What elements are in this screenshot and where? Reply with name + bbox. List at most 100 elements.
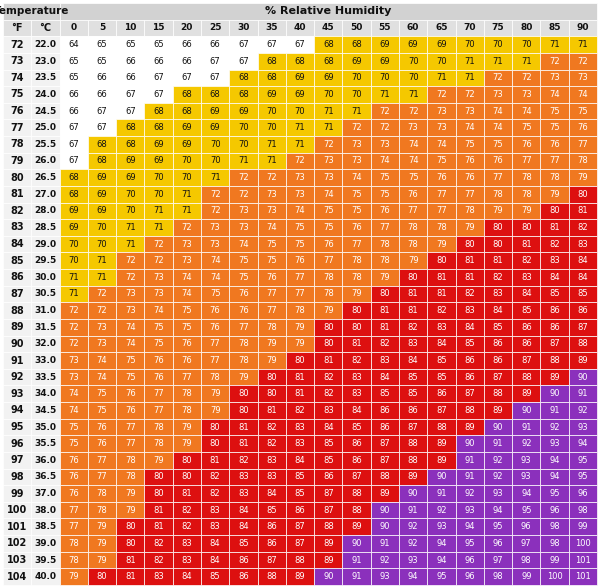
Bar xyxy=(541,535,569,552)
Bar xyxy=(399,569,427,585)
Text: 78: 78 xyxy=(181,389,192,398)
Bar xyxy=(399,169,427,186)
Text: 78: 78 xyxy=(97,506,107,514)
Bar xyxy=(541,336,569,352)
Bar xyxy=(31,435,59,452)
Text: 96: 96 xyxy=(493,539,503,548)
Bar xyxy=(116,552,145,569)
Text: 76: 76 xyxy=(68,472,79,482)
Bar xyxy=(371,336,399,352)
Text: 74: 74 xyxy=(97,373,107,382)
Bar xyxy=(59,485,88,502)
Bar xyxy=(343,435,371,452)
Bar xyxy=(116,119,145,136)
Bar xyxy=(257,435,286,452)
Text: 94: 94 xyxy=(493,506,503,514)
Text: 90: 90 xyxy=(577,24,589,32)
Bar xyxy=(3,69,31,86)
Bar xyxy=(173,269,201,286)
Bar xyxy=(343,519,371,535)
Bar xyxy=(427,452,455,469)
Bar xyxy=(484,469,512,485)
Text: 68: 68 xyxy=(323,40,334,49)
Text: 87: 87 xyxy=(10,289,24,299)
Text: 93: 93 xyxy=(521,472,532,482)
Bar xyxy=(201,153,229,169)
Bar xyxy=(88,186,116,202)
Bar xyxy=(569,136,597,153)
Text: 77: 77 xyxy=(323,256,334,265)
Bar xyxy=(88,219,116,236)
Text: 85: 85 xyxy=(351,423,362,432)
Bar xyxy=(455,219,484,236)
Text: 83: 83 xyxy=(210,522,221,532)
Bar xyxy=(201,19,229,36)
Bar xyxy=(116,435,145,452)
Text: 71: 71 xyxy=(97,256,107,265)
Text: 71: 71 xyxy=(323,106,334,116)
Text: 101: 101 xyxy=(7,522,27,532)
Text: 79: 79 xyxy=(549,190,560,199)
Bar xyxy=(399,419,427,435)
Bar xyxy=(145,269,173,286)
Text: 83: 83 xyxy=(295,439,305,448)
Bar xyxy=(343,286,371,302)
Bar xyxy=(399,202,427,219)
Bar xyxy=(399,36,427,53)
Bar xyxy=(173,469,201,485)
Bar xyxy=(399,86,427,103)
Bar xyxy=(257,153,286,169)
Bar xyxy=(455,552,484,569)
Text: 70: 70 xyxy=(463,24,476,32)
Text: 73: 73 xyxy=(436,123,447,132)
Text: 102: 102 xyxy=(7,539,27,549)
Text: 78: 78 xyxy=(153,423,164,432)
Text: 74: 74 xyxy=(153,306,164,315)
Text: 82: 82 xyxy=(295,406,305,415)
Text: 68: 68 xyxy=(153,106,164,116)
Bar xyxy=(512,69,541,86)
Text: 78: 78 xyxy=(323,273,334,282)
Text: 68: 68 xyxy=(125,123,136,132)
Bar xyxy=(145,519,173,535)
Bar xyxy=(399,535,427,552)
Text: 101: 101 xyxy=(575,556,591,564)
Bar xyxy=(569,286,597,302)
Bar xyxy=(145,236,173,252)
Text: 80: 80 xyxy=(549,206,560,215)
Text: 76: 76 xyxy=(436,173,447,182)
Bar xyxy=(31,485,59,502)
Text: 76: 76 xyxy=(181,356,192,365)
Text: 72: 72 xyxy=(266,173,277,182)
Bar xyxy=(484,186,512,202)
Bar xyxy=(3,519,31,535)
Bar xyxy=(145,286,173,302)
Bar xyxy=(427,319,455,336)
Bar xyxy=(343,269,371,286)
Text: 88: 88 xyxy=(10,306,24,316)
Text: 68: 68 xyxy=(210,90,221,99)
Bar xyxy=(484,352,512,369)
Text: 84: 84 xyxy=(436,339,447,348)
Bar xyxy=(484,386,512,402)
Text: 89: 89 xyxy=(493,406,503,415)
Bar xyxy=(371,252,399,269)
Text: 73: 73 xyxy=(181,240,192,249)
Text: 22.0: 22.0 xyxy=(34,40,56,49)
Bar xyxy=(116,86,145,103)
Bar xyxy=(371,419,399,435)
Text: 85: 85 xyxy=(238,539,249,548)
Text: 34.5: 34.5 xyxy=(34,406,56,415)
Bar xyxy=(314,169,343,186)
Bar xyxy=(116,519,145,535)
Bar xyxy=(484,435,512,452)
Bar xyxy=(455,435,484,452)
Text: 80: 80 xyxy=(97,572,107,581)
Text: 74: 74 xyxy=(493,123,503,132)
Text: 75: 75 xyxy=(323,206,334,215)
Bar xyxy=(229,136,257,153)
Text: 77: 77 xyxy=(125,423,136,432)
Text: 79: 79 xyxy=(323,306,334,315)
Bar xyxy=(145,153,173,169)
Text: 73: 73 xyxy=(295,173,305,182)
